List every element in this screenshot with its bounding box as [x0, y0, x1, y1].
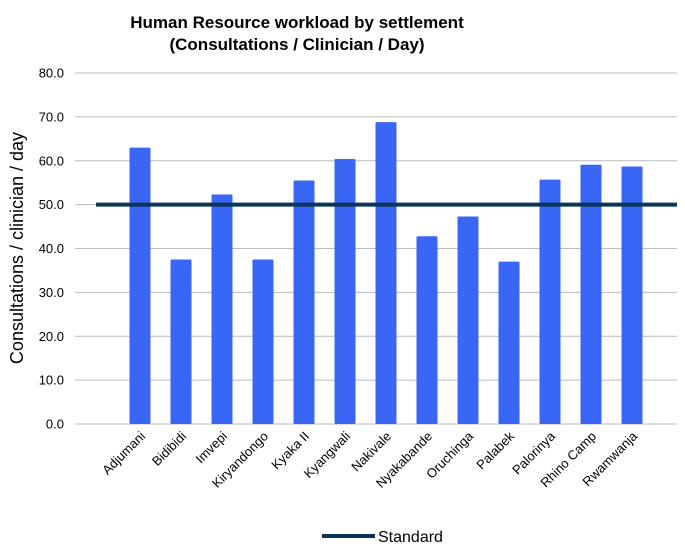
bar-kiryandongo — [252, 259, 274, 424]
bar-nakivale — [375, 122, 397, 424]
bar-rhino-camp — [580, 164, 602, 425]
x-tick-label: Adjumani — [99, 428, 148, 477]
bar-palabek — [498, 261, 520, 424]
chart-title-line-2: (Consultations / Clinician / Day) — [169, 35, 424, 54]
y-tick-label: 0.0 — [46, 417, 64, 432]
bar-nyakabande — [416, 236, 438, 424]
y-tick-label: 30.0 — [39, 285, 64, 300]
y-tick-label: 40.0 — [39, 241, 64, 256]
y-tick-label: 60.0 — [39, 153, 64, 168]
y-tick-label: 70.0 — [39, 109, 64, 124]
x-tick-label: Bidibidi — [149, 428, 189, 468]
bar-bidibidi — [170, 259, 192, 424]
bar-oruchinga — [457, 216, 479, 424]
legend: Standard — [322, 529, 443, 546]
y-tick-label: 80.0 — [39, 66, 64, 81]
bar-palorinya — [539, 179, 561, 424]
legend-label-standard: Standard — [378, 529, 443, 546]
y-tick-labels: 0.0 10.0 20.0 30.0 40.0 50.0 60.0 70.0 80.0 — [39, 66, 64, 432]
chart-title-line-1: Human Resource workload by settlement — [130, 13, 464, 32]
y-tick-label: 50.0 — [39, 197, 64, 212]
bar-kyaka-ii — [293, 180, 315, 424]
y-tick-label: 10.0 — [39, 373, 64, 388]
bars — [129, 122, 643, 425]
bar-adjumani — [129, 147, 151, 424]
bar-kyangwali — [334, 158, 356, 424]
bar-imvepi — [211, 194, 233, 424]
bar-rwamwanja — [621, 166, 643, 425]
x-tick-label: Imvepi — [192, 428, 230, 466]
y-tick-label: 20.0 — [39, 329, 64, 344]
y-axis-title: Consultations / clinician / day — [7, 132, 27, 364]
